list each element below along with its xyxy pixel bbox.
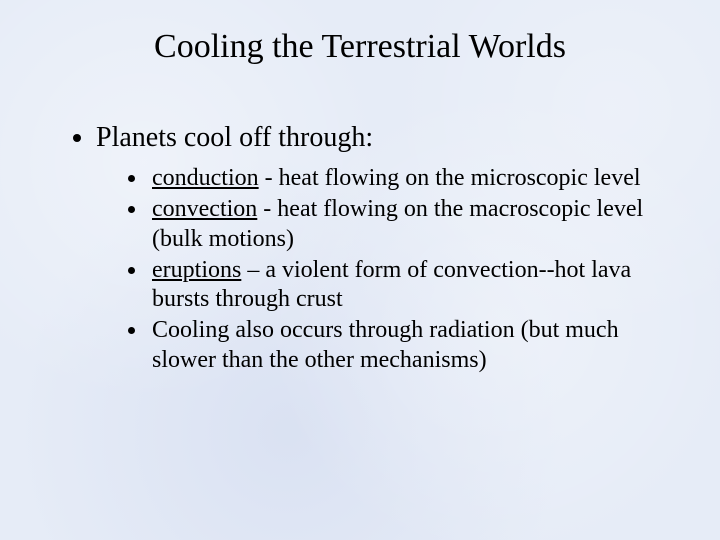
bullet-list-level2: conduction - heat flowing on the microsc… bbox=[96, 164, 680, 375]
list-item: Cooling also occurs through radiation (b… bbox=[148, 316, 680, 375]
slide-title: Cooling the Terrestrial Worlds bbox=[40, 28, 680, 66]
bullet-underlined: convection bbox=[152, 196, 257, 222]
list-item: Planets cool off through: conduction - h… bbox=[96, 122, 680, 375]
list-item: conduction - heat flowing on the microsc… bbox=[148, 164, 680, 193]
bullet-text: Planets cool off through: bbox=[96, 122, 373, 153]
slide: Cooling the Terrestrial Worlds Planets c… bbox=[0, 0, 720, 540]
bullet-list-level1: Planets cool off through: conduction - h… bbox=[40, 122, 680, 375]
bullet-rest: Cooling also occurs through radiation (b… bbox=[152, 317, 619, 372]
list-item: eruptions – a violent form of convection… bbox=[148, 256, 680, 315]
list-item: convection - heat flowing on the macrosc… bbox=[148, 195, 680, 254]
bullet-underlined: conduction bbox=[152, 165, 259, 191]
bullet-underlined: eruptions bbox=[152, 257, 241, 283]
bullet-rest: - heat flowing on the microscopic level bbox=[259, 165, 641, 191]
